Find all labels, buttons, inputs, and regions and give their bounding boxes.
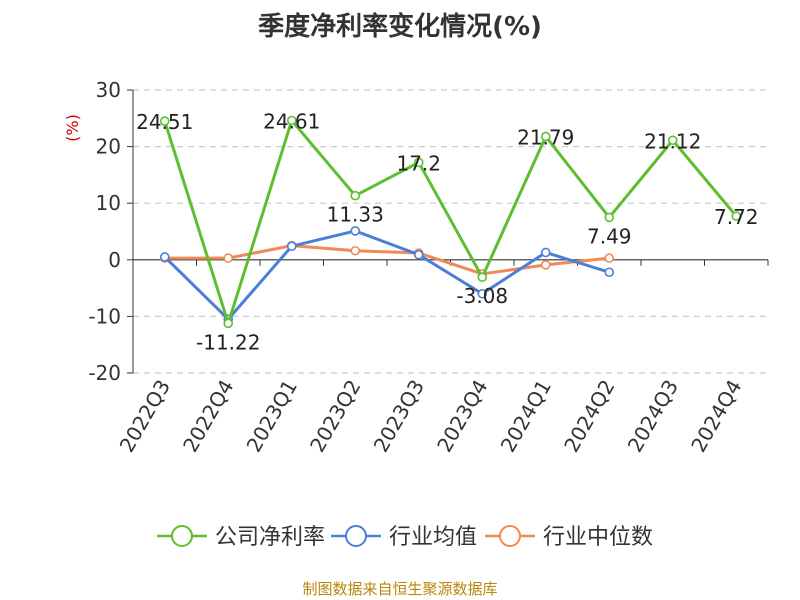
legend-label: 行业均值	[389, 525, 477, 550]
data-point	[604, 253, 615, 263]
x-tick-label: 2024Q2	[559, 376, 619, 457]
series-line	[163, 119, 738, 325]
x-tick-label: 2023Q1	[242, 376, 302, 457]
legend-marker	[345, 525, 367, 547]
grid-layer	[133, 89, 768, 374]
data-point	[350, 190, 361, 201]
data-point	[223, 318, 234, 329]
data-point	[286, 115, 297, 126]
x-tick-label: 2024Q3	[623, 376, 683, 457]
data-point	[159, 116, 170, 126]
y-tick-label: 30	[96, 78, 121, 102]
data-label: -11.22	[196, 330, 260, 354]
data-point	[604, 267, 615, 278]
x-tick-label: 2023Q3	[369, 376, 429, 457]
data-point	[159, 252, 170, 262]
data-label: 17.2	[396, 151, 441, 175]
data-label: 21.79	[517, 125, 574, 149]
data-label: 7.72	[714, 205, 759, 229]
data-point	[350, 226, 361, 236]
chart-title: 季度净利率变化情况(%)	[258, 12, 542, 42]
data-point	[604, 212, 615, 223]
data-label: 24.51	[136, 110, 193, 134]
data-point	[731, 211, 742, 221]
y-tick-label: 0	[108, 248, 121, 272]
y-tick-label: -20	[88, 361, 121, 385]
data-point	[667, 135, 678, 146]
data-label-layer: 24.51 -11.22 24.61 11.33 17.2 -3.08 21.79 7.49 2…	[136, 110, 758, 355]
data-label: 7.49	[587, 224, 632, 248]
data-point	[286, 241, 297, 252]
data-label: 11.33	[327, 203, 384, 227]
x-tick-label: 2023Q2	[305, 376, 365, 457]
data-point	[540, 247, 551, 258]
series-layer	[159, 115, 742, 329]
data-point	[477, 288, 488, 299]
source-note: 制图数据来自恒生聚源数据库	[302, 580, 498, 598]
legend-label: 公司净利率	[215, 525, 325, 550]
y-tick-label: 20	[96, 135, 121, 159]
series-line	[164, 244, 610, 276]
data-point	[540, 260, 551, 270]
data-point	[413, 249, 424, 260]
legend: 公司净利率 行业均值 行业中位数	[157, 525, 653, 550]
data-point	[540, 131, 551, 142]
data-label: -3.08	[456, 284, 508, 308]
data-label: 21.12	[644, 129, 701, 153]
x-tick-label: 2022Q3	[115, 376, 175, 457]
x-tick-label: 2024Q1	[496, 376, 556, 457]
y-tick-label: -10	[88, 304, 121, 328]
legend-label: 行业中位数	[543, 525, 653, 550]
y-axis-label: (%)	[63, 114, 82, 142]
legend-marker	[171, 525, 193, 547]
y-tick-label: 10	[96, 191, 121, 215]
data-point	[350, 245, 361, 256]
series-line	[163, 229, 610, 321]
legend-marker	[499, 525, 521, 547]
data-point	[477, 272, 488, 283]
data-point	[413, 157, 424, 168]
x-tick-label: 2024Q4	[686, 376, 746, 457]
data-point	[223, 253, 234, 263]
data-label: 24.61	[263, 110, 320, 134]
x-tick-label: 2023Q4	[432, 376, 492, 457]
x-tick-label: 2022Q4	[178, 376, 238, 457]
